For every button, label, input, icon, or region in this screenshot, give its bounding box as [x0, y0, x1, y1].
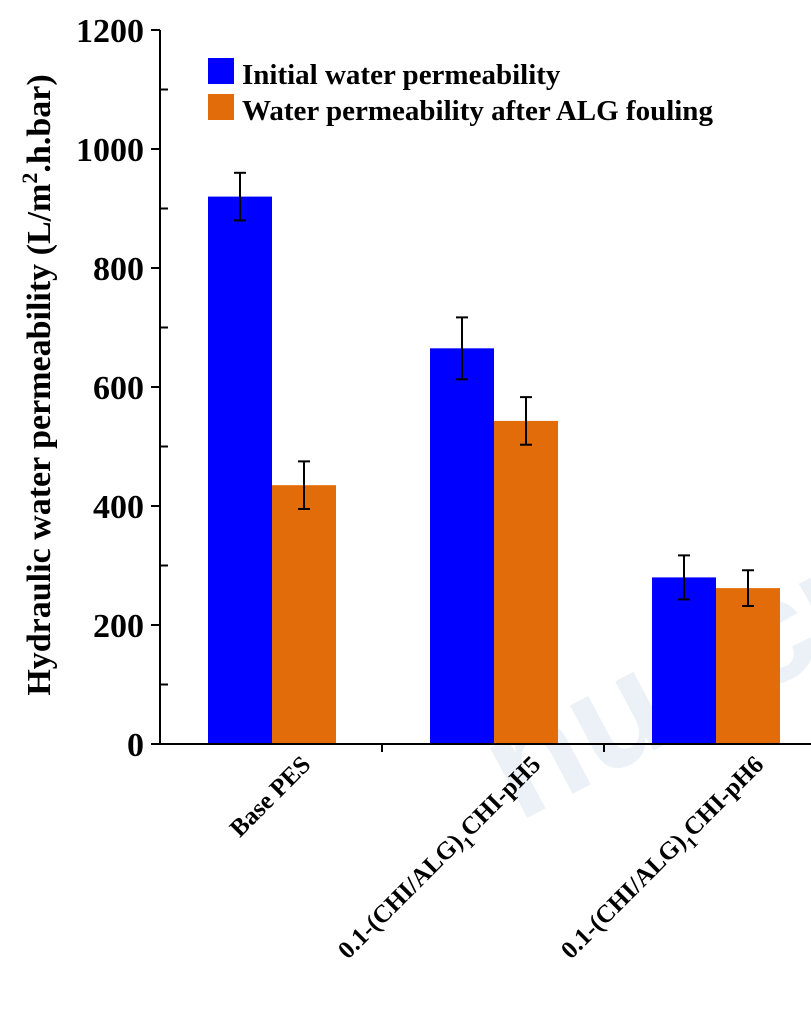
bar-initial-0	[208, 196, 272, 745]
x-ticks-group	[381, 744, 605, 752]
legend-swatch-fouled	[208, 94, 234, 120]
bar-fouled-1	[494, 420, 558, 744]
category-labels-group: Base PES0.1-(CHI/ALG)1CHI-pH50.1-(CHI/AL…	[225, 751, 769, 968]
bar-initial-1	[430, 348, 494, 744]
y-tick-label: 600	[93, 370, 144, 407]
bar-fouled-0	[272, 485, 336, 744]
y-tick-label: 0	[127, 727, 144, 764]
bar-fouled-2	[716, 588, 780, 744]
y-tick-label: 1000	[76, 132, 144, 169]
y-tick-label: 800	[93, 251, 144, 288]
y-tick-label: 200	[93, 608, 144, 645]
y-ticks-group: 0 200 400 600 800 1000 1200	[76, 13, 168, 764]
legend-label-fouled: Water permeability after ALG fouling	[242, 95, 713, 127]
x-category-label-1: 0.1-(CHI/ALG)1CHI-pH5	[333, 751, 550, 968]
y-tick-label: 400	[93, 489, 144, 526]
bar-initial-2	[652, 577, 716, 744]
legend-label-initial: Initial water permeability	[242, 59, 561, 91]
y-axis-label: Hydraulic water permeability (L/m2.h.bar…	[17, 74, 58, 695]
x-category-label-0: Base PES	[225, 751, 316, 842]
error-bars-group	[234, 171, 754, 607]
y-tick-label: 1200	[76, 13, 144, 50]
bars-group	[208, 196, 780, 745]
legend: Initial water permeability Water permeab…	[208, 58, 713, 127]
legend-swatch-initial	[208, 58, 234, 84]
